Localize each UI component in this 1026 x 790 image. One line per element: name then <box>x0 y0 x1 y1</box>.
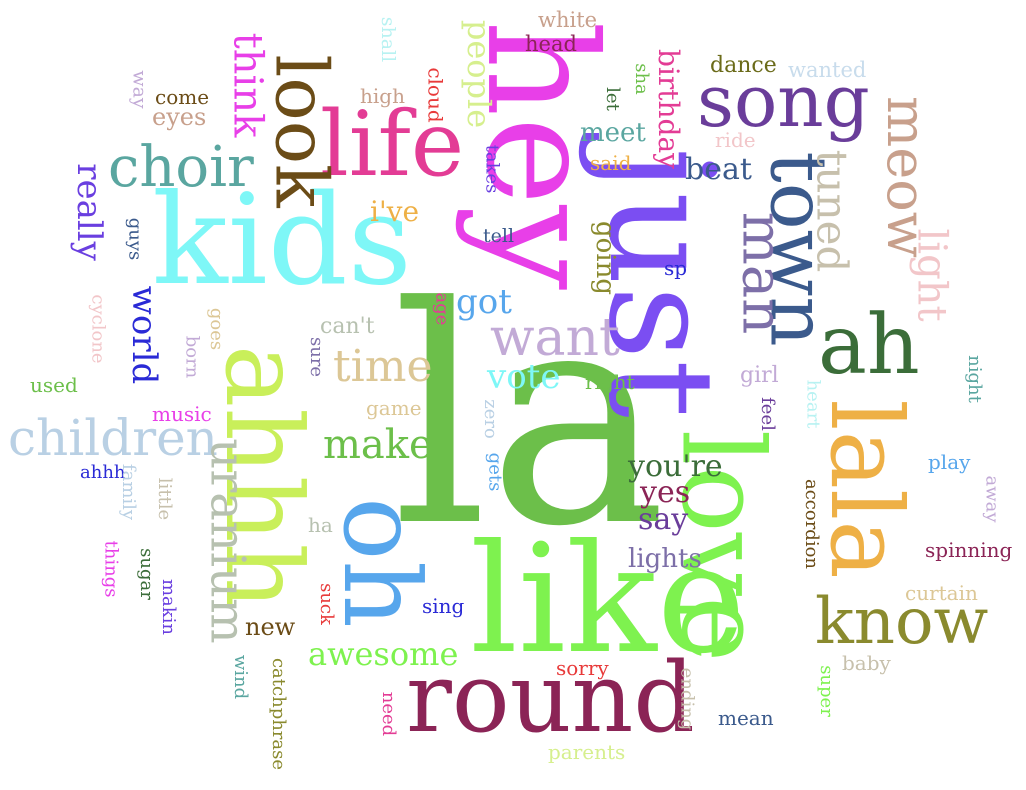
word-light: light <box>908 228 955 322</box>
word-meet: meet <box>580 118 646 148</box>
word-ha: ha <box>308 513 333 537</box>
word-sugar: sugar <box>135 548 157 600</box>
word-mean: mean <box>718 706 774 730</box>
word-new: new <box>245 613 296 641</box>
word-girl: girl <box>740 363 779 388</box>
word-got: got <box>456 282 512 322</box>
word-tell: tell <box>483 225 515 247</box>
word-children: children <box>8 409 218 467</box>
word-away: away <box>981 475 1003 523</box>
word-game: game <box>366 396 422 420</box>
word-cyclone: cyclone <box>87 294 109 364</box>
word-gets: gets <box>484 452 506 492</box>
word-accordion: accordion <box>801 478 823 570</box>
word-yes: yes <box>640 475 691 510</box>
word-lights: lights <box>628 544 702 574</box>
word-music: music <box>152 402 212 426</box>
word-look: look <box>259 54 344 208</box>
word-shall: shall <box>377 16 400 63</box>
word-ride: ride <box>715 128 756 152</box>
word-used: used <box>30 373 78 397</box>
word-sp: sp <box>664 256 688 280</box>
word-time: time <box>333 341 433 392</box>
word-vote: vote <box>487 357 561 397</box>
word-high: high <box>360 84 405 108</box>
word-parents: parents <box>548 740 626 764</box>
word-sorry: sorry <box>556 656 609 680</box>
word-kids: kids <box>152 168 412 313</box>
word-ah: ah <box>818 298 920 393</box>
word-sure: sure <box>306 336 328 378</box>
word-born: born <box>181 335 203 379</box>
word-things: things <box>100 540 122 598</box>
word-tuned: tuned <box>807 149 857 273</box>
word-world: world <box>124 285 165 385</box>
word-little: little <box>154 477 176 521</box>
word-takes: takes <box>481 144 503 194</box>
word-la: la <box>392 243 667 592</box>
word-goes: goes <box>206 307 228 351</box>
word-feel: feel <box>756 397 778 431</box>
word-white: white <box>538 8 598 32</box>
word-let: let <box>601 87 623 111</box>
word-family: family <box>118 463 140 521</box>
word-say: say <box>638 502 689 537</box>
word-age: age <box>431 292 453 326</box>
word-choir: choir <box>108 135 254 200</box>
word-can't: can't <box>320 314 375 339</box>
word-curtain: curtain <box>905 581 978 605</box>
word-round: round <box>406 642 695 754</box>
word-play: play <box>928 450 971 474</box>
word-sha: sha <box>630 63 652 95</box>
word-sing: sing <box>422 594 465 618</box>
word-guys: guys <box>124 217 146 261</box>
word-spinning: spinning <box>925 538 1013 562</box>
word-song: song <box>697 59 870 143</box>
word-suck: suck <box>315 583 337 625</box>
word-super: super <box>815 665 837 717</box>
word-heart: heart <box>802 379 824 429</box>
word-like: like <box>470 513 746 687</box>
word-think: think <box>224 32 271 138</box>
word-people: people <box>460 19 499 129</box>
word-cloud: cloud <box>423 67 448 123</box>
word-need: need <box>378 691 400 737</box>
word-right: right <box>585 370 635 394</box>
word-make: make <box>323 422 433 468</box>
word-ahhh-small: ahhh <box>80 462 126 483</box>
word-catchphrase: catchphrase <box>268 657 290 771</box>
word-going: going <box>590 220 621 296</box>
word-birthday: birthday <box>651 49 685 169</box>
word-oh: oh <box>319 497 442 628</box>
word-want: want <box>490 308 620 368</box>
word-night: night <box>963 355 985 403</box>
word-come: come <box>155 85 210 109</box>
word-you're: you're <box>628 449 723 484</box>
word-i've: i've <box>370 195 420 228</box>
word-wanted: wanted <box>788 58 867 82</box>
word-baby: baby <box>842 651 891 675</box>
word-dance: dance <box>710 53 777 78</box>
word-zero: zero <box>479 399 501 439</box>
word-way: way <box>128 70 151 109</box>
word-head: head <box>525 32 577 56</box>
word-ending: ending <box>676 667 698 731</box>
word-really: really <box>68 163 109 261</box>
word-makin: makin <box>158 578 180 636</box>
word-man: man <box>729 211 795 335</box>
word-wind: wind <box>230 654 252 700</box>
word-eyes: eyes <box>152 103 207 131</box>
word-know: know <box>815 585 989 659</box>
word-life: life <box>320 92 465 197</box>
word-beat: beat <box>685 152 752 187</box>
word-said: said <box>590 151 632 175</box>
word-awesome: awesome <box>308 635 459 673</box>
word-lala: lala <box>807 399 922 579</box>
